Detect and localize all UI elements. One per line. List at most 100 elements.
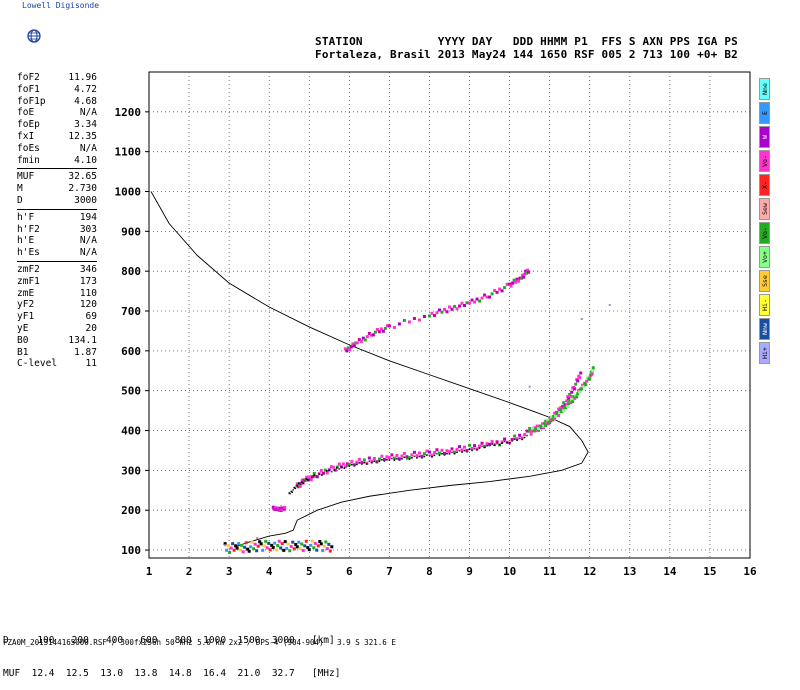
legend-label: Nne <box>760 83 769 95</box>
f2-mid-trace-point <box>353 465 356 467</box>
f2-mid-trace-point <box>391 457 393 460</box>
e-layer-trace-point <box>231 542 235 546</box>
legend-label: Sew <box>760 203 769 215</box>
legend-label: Vo- <box>760 227 769 239</box>
e-layer-trace-point <box>274 548 278 552</box>
param-value: N/A <box>79 142 97 154</box>
f2-ordinary-trace-point <box>448 450 451 454</box>
legend-swatch: Nne <box>759 78 770 100</box>
f2-ordinary-trace-point <box>465 448 469 452</box>
f2-mid-trace-point <box>305 478 308 480</box>
e-layer-trace-point <box>321 549 325 553</box>
f2-ordinary-trace-point <box>559 406 563 410</box>
f2-upper-trace-point <box>532 429 536 433</box>
legend: Nne E W Vo- X- Sew Vo- Vo+ Sse Hi- Nnw Hi+ <box>759 78 771 366</box>
f2-mid-trace-point <box>289 492 292 495</box>
param-value: 20 <box>85 322 97 334</box>
f2-ordinary-trace-point <box>385 455 389 459</box>
f2-upper-trace-point <box>560 410 564 414</box>
x-tick-label: 5 <box>306 565 313 578</box>
param-value: 2.730 <box>68 183 97 195</box>
x-tick-label: 3 <box>226 565 233 578</box>
f2-mid-trace-point <box>506 441 508 444</box>
multi-hop-echo-point <box>458 304 462 308</box>
f2-mid-trace-point <box>518 437 521 440</box>
f2-ordinary-trace-point <box>478 444 482 448</box>
multi-hop-echo-point <box>365 335 369 339</box>
f2-ordinary-trace-point <box>412 450 416 454</box>
e-layer-trace-point <box>262 544 266 548</box>
f2-upper-trace-point <box>581 383 585 387</box>
f2-ordinary-trace-point <box>323 468 327 472</box>
f2-upper-trace-point <box>546 418 550 422</box>
f2-mid-trace-point <box>493 444 496 447</box>
f2-ordinary-trace-point <box>485 442 489 446</box>
f2-ordinary-trace-point <box>430 453 434 457</box>
f2-upper-trace-point <box>578 390 582 394</box>
e-layer-trace-point <box>288 549 292 553</box>
f2-ordinary-trace-point <box>319 468 323 472</box>
f2-ordinary-trace-point <box>415 454 419 458</box>
multi-hop-echo-point <box>379 327 383 331</box>
f2-mid-trace-point <box>471 449 473 452</box>
e-layer-trace-point <box>228 550 232 554</box>
f2-upper-trace-point <box>586 376 590 380</box>
f2-ordinary-trace-point <box>529 432 533 436</box>
spur-point <box>580 317 583 320</box>
f1-trace-point <box>278 506 282 510</box>
f2-mid-trace-point <box>358 461 361 464</box>
f2-ordinary-trace-point <box>329 465 333 469</box>
param-row: D 3000 <box>17 195 97 207</box>
parameter-panel: foF2 11.96 foF1 4.72 foF1p 4.68 foE N/A foEp 3.34… <box>17 72 97 370</box>
e-layer-trace-point <box>238 548 242 552</box>
f2-upper-trace-point <box>549 418 553 422</box>
f2-upper-trace-point <box>569 401 573 405</box>
y-tick-label: 1000 <box>115 186 142 199</box>
e-layer-trace-point <box>297 540 301 544</box>
f2-ordinary-trace-point <box>576 379 580 383</box>
f2-mid-trace-point <box>401 457 403 460</box>
f2-ordinary-trace-point <box>483 444 487 448</box>
f2-upper-trace-point <box>559 408 563 412</box>
e-layer-trace-point <box>243 545 247 549</box>
e-layer-trace-point <box>304 539 308 543</box>
f2-ordinary-trace-point <box>553 411 557 415</box>
f2-ordinary-trace-point <box>420 454 424 458</box>
f2-ordinary-trace-point <box>488 442 492 446</box>
multi-hop-echo-point <box>371 333 375 337</box>
multi-hop-echo-point <box>348 348 352 352</box>
f2-ordinary-trace-point <box>357 457 361 461</box>
multi-hop-echo-point <box>369 333 373 337</box>
y-tick-label: 1200 <box>115 106 142 119</box>
multi-hop-echo-point <box>500 289 504 293</box>
f2-ordinary-trace-point <box>367 456 371 460</box>
f2-mid-trace-point <box>508 442 511 444</box>
spur-point <box>280 505 283 508</box>
f2-mid-trace-point <box>423 455 426 458</box>
multi-hop-echo-point <box>527 270 531 274</box>
multi-hop-echo-point <box>345 349 349 353</box>
param-key: C-level <box>17 358 58 370</box>
x-tick-label: 15 <box>703 565 716 578</box>
f2-ordinary-trace-point <box>337 462 341 466</box>
f2-upper-trace-point <box>566 405 570 409</box>
multi-hop-echo-point <box>355 341 359 345</box>
e-layer-trace-point <box>294 543 298 547</box>
f2-mid-trace-point <box>418 455 421 458</box>
f2-mid-trace-point <box>381 458 383 461</box>
multi-hop-echo-point <box>392 325 396 329</box>
param-value: 32.65 <box>68 171 97 183</box>
param-row: foEs N/A <box>17 143 97 155</box>
f2-ordinary-trace-point <box>510 437 514 441</box>
y-tick-label: 500 <box>121 385 141 398</box>
f2-ordinary-trace-point <box>578 376 582 380</box>
multi-hop-echo-point <box>432 314 436 318</box>
f2-ordinary-trace-point <box>375 460 379 464</box>
f2-ordinary-trace-point <box>528 429 532 433</box>
multi-hop-echo-point <box>468 301 472 305</box>
f1-trace-point <box>283 505 287 509</box>
plot-frame <box>148 71 751 559</box>
f2-ordinary-trace-point <box>574 382 578 386</box>
f2-upper-trace-point <box>552 415 556 419</box>
f2-ordinary-trace-point <box>390 453 394 457</box>
